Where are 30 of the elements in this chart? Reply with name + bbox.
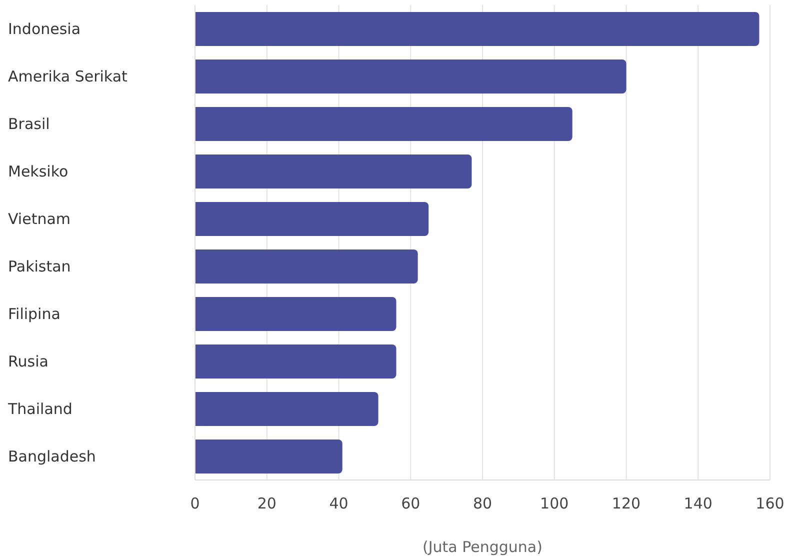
x-tick-label: 120 — [612, 494, 641, 513]
bar — [195, 440, 342, 474]
bar — [195, 392, 378, 426]
y-tick-label: Vietnam — [8, 210, 71, 228]
x-tick-label: 100 — [540, 494, 569, 513]
y-tick-label: Brasil — [8, 114, 50, 133]
bar — [195, 250, 418, 284]
y-tick-label: Indonesia — [8, 20, 81, 38]
bar — [195, 107, 572, 141]
x-tick-label: 0 — [190, 494, 200, 513]
y-tick-label: Filipina — [8, 304, 60, 323]
x-tick-label: 160 — [756, 494, 784, 513]
bar — [195, 297, 396, 331]
bar — [195, 12, 760, 46]
y-tick-label: Pakistan — [8, 257, 71, 276]
y-tick-label: Amerika Serikat — [8, 67, 128, 86]
x-tick-label: 60 — [401, 494, 420, 513]
x-axis-title: (Juta Pengguna) — [422, 538, 542, 556]
x-tick-label: 40 — [329, 494, 348, 513]
y-tick-label: Rusia — [8, 352, 48, 370]
bar — [195, 154, 472, 188]
x-tick-label: 20 — [257, 494, 276, 513]
bar — [195, 202, 429, 236]
bar — [195, 60, 626, 94]
bar — [195, 344, 396, 378]
x-tick-label: 80 — [472, 494, 492, 513]
y-tick-label: Meksiko — [8, 162, 68, 180]
y-tick-label: Bangladesh — [8, 447, 96, 466]
x-tick-label: 140 — [684, 494, 712, 513]
y-tick-label: Thailand — [7, 400, 72, 418]
